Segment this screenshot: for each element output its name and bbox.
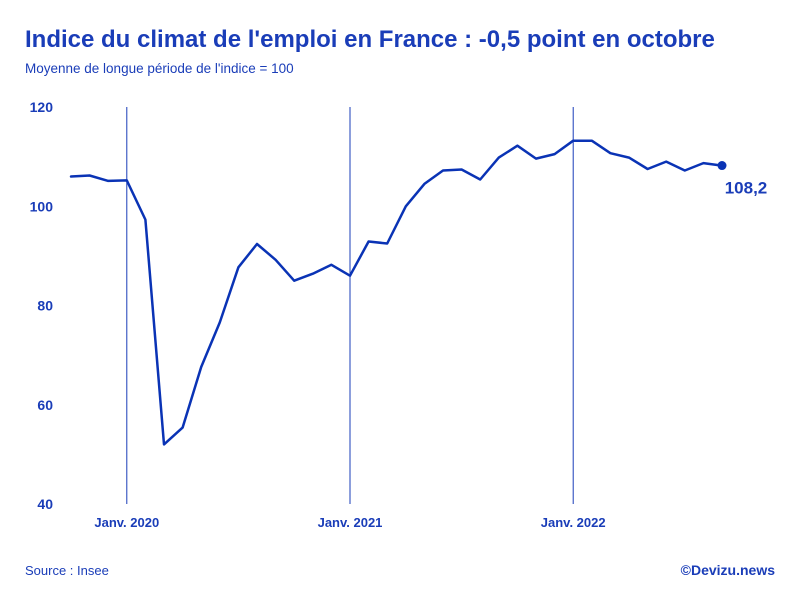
chart-subtitle: Moyenne de longue période de l'indice = … (25, 61, 294, 76)
series-line (69, 139, 724, 446)
chart-title: Indice du climat de l'emploi en France :… (25, 26, 715, 53)
y-tick-label: 100 (30, 198, 54, 214)
y-tick-label: 40 (37, 496, 53, 512)
last-value-label: 108,2 (725, 179, 768, 198)
x-tick-label: Janv. 2021 (318, 515, 383, 530)
y-tick-label: 80 (37, 298, 53, 314)
credit-note: ©Devizu.news (680, 562, 775, 578)
y-tick-label: 120 (30, 99, 54, 115)
x-tick-label: Janv. 2022 (541, 515, 606, 530)
x-tick-label: Janv. 2020 (94, 515, 159, 530)
source-note: Source : Insee (25, 563, 109, 578)
y-tick-label: 60 (37, 397, 53, 413)
last-point-marker (717, 161, 727, 171)
